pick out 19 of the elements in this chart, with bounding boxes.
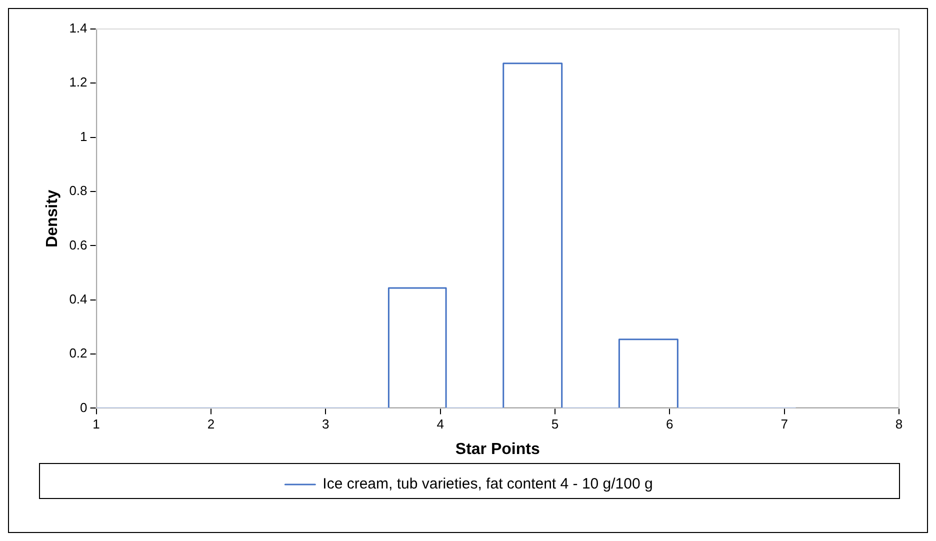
x-tick-label: 2	[207, 416, 215, 432]
y-tick-label: 0.2	[69, 346, 88, 361]
x-tick-label: 5	[551, 416, 559, 432]
y-tick-label: 1.4	[69, 20, 88, 36]
x-tick-label: 1	[92, 416, 100, 432]
x-tick-label: 4	[436, 416, 444, 432]
x-tick-label: 8	[895, 416, 903, 432]
y-tick-label: 0	[80, 400, 88, 415]
y-axis-title: Density	[44, 190, 62, 248]
legend-label: Ice cream, tub varieties, fat content 4 - 10 g/100 g	[322, 476, 653, 493]
y-tick-label: 1	[80, 128, 88, 144]
x-tick-label: 3	[322, 416, 330, 432]
y-tick-label: 0.8	[69, 183, 88, 198]
x-tick-label: 6	[666, 416, 674, 432]
x-tick-label: 7	[780, 416, 788, 432]
y-tick-label: 1.2	[69, 74, 88, 90]
y-tick-label: 0.6	[69, 237, 88, 252]
x-axis-title: Star Points	[455, 440, 540, 458]
y-tick-label: 0.4	[69, 291, 88, 306]
